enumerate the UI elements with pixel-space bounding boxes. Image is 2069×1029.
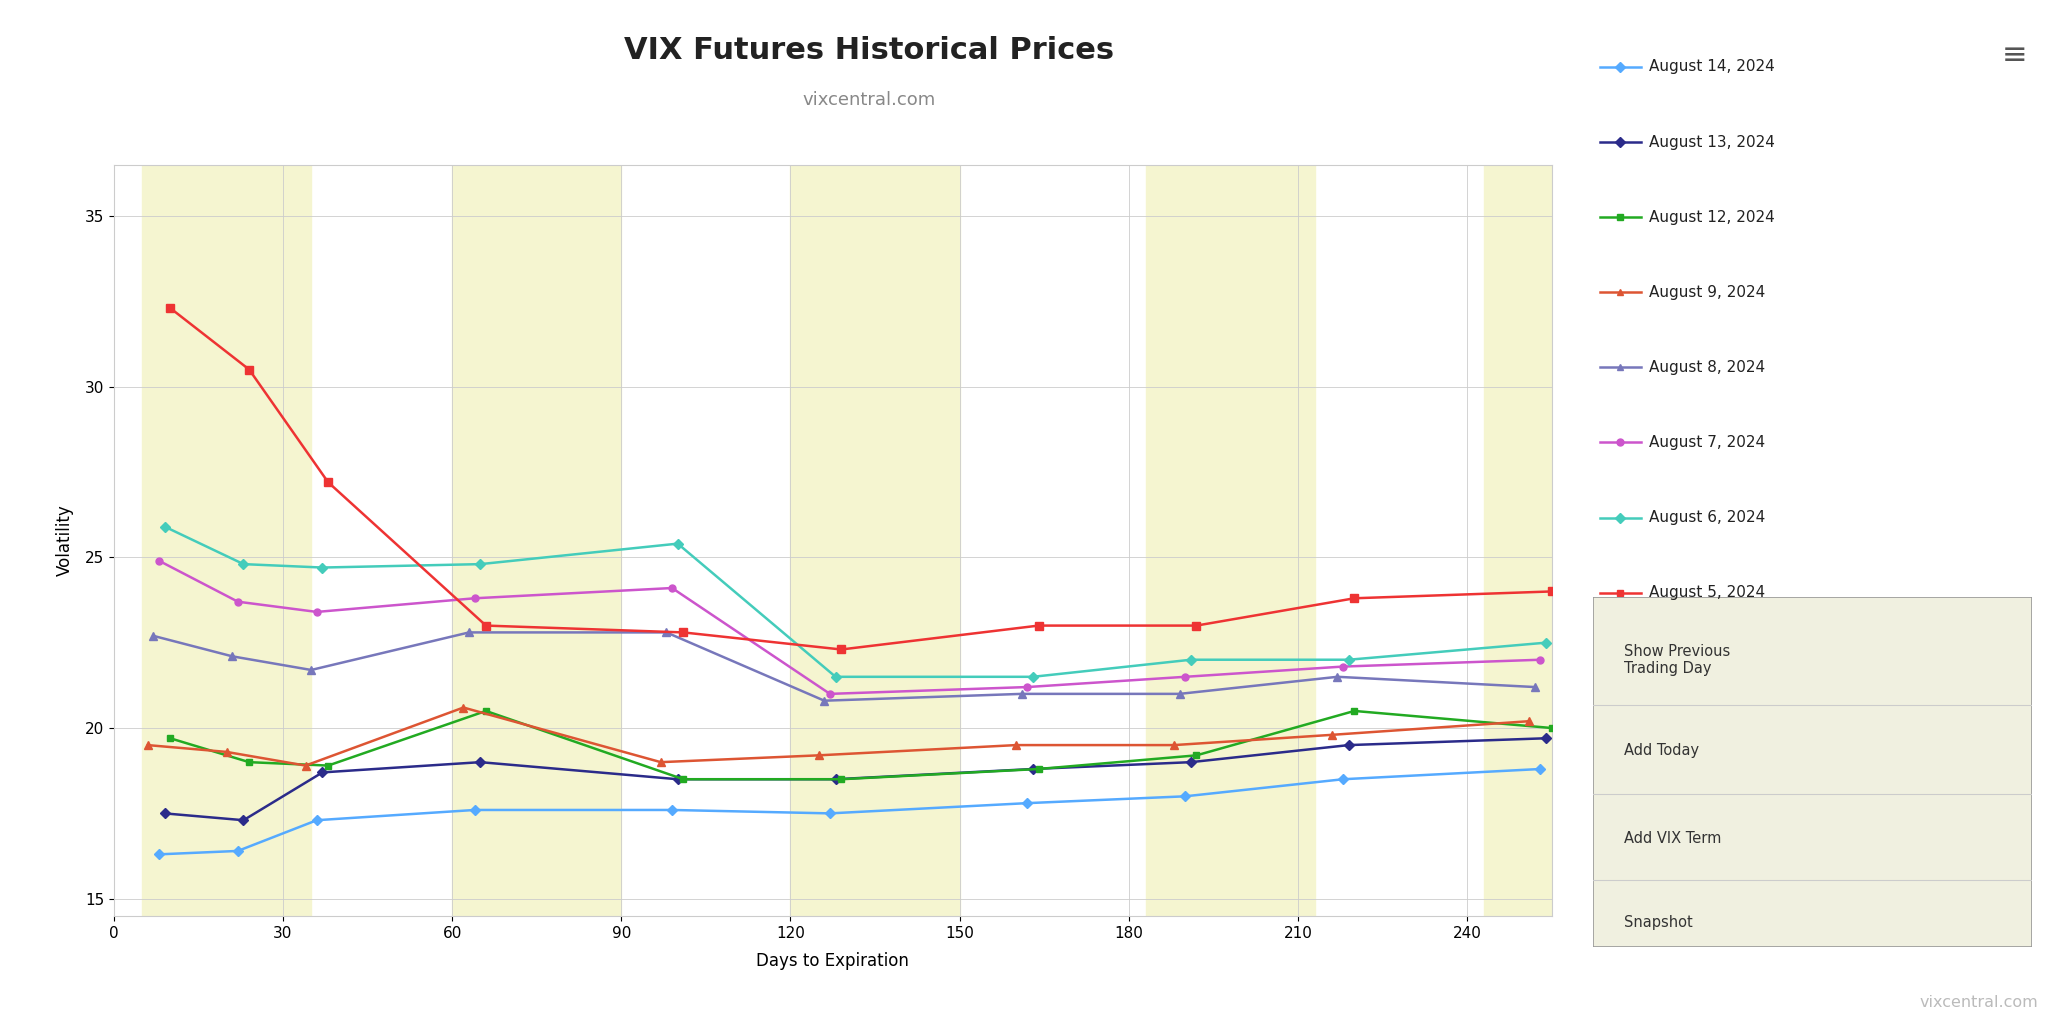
Text: August 12, 2024: August 12, 2024 <box>1649 210 1775 224</box>
Bar <box>1483 165 1552 916</box>
FancyBboxPatch shape <box>1593 597 2032 947</box>
Bar <box>143 165 310 916</box>
Text: August 8, 2024: August 8, 2024 <box>1649 360 1765 375</box>
Text: VIX Futures Historical Prices: VIX Futures Historical Prices <box>625 36 1113 65</box>
Text: August 7, 2024: August 7, 2024 <box>1649 435 1765 450</box>
Text: August 5, 2024: August 5, 2024 <box>1649 586 1765 600</box>
Bar <box>1146 165 1316 916</box>
Text: August 14, 2024: August 14, 2024 <box>1649 60 1775 74</box>
Text: Add Today: Add Today <box>1624 743 1699 758</box>
Y-axis label: Volatility: Volatility <box>56 504 74 576</box>
Bar <box>453 165 621 916</box>
Text: Show Previous
Trading Day: Show Previous Trading Day <box>1624 643 1730 676</box>
Text: August 6, 2024: August 6, 2024 <box>1649 510 1765 525</box>
Text: August 9, 2024: August 9, 2024 <box>1649 285 1765 299</box>
Text: ≡: ≡ <box>2003 41 2028 70</box>
Text: vixcentral.com: vixcentral.com <box>803 91 935 108</box>
Text: Add VIX Term: Add VIX Term <box>1624 830 1721 846</box>
Text: Snapshot: Snapshot <box>1624 915 1692 929</box>
X-axis label: Days to Expiration: Days to Expiration <box>757 952 908 969</box>
Bar <box>790 165 960 916</box>
Text: August 13, 2024: August 13, 2024 <box>1649 135 1775 149</box>
Text: vixcentral.com: vixcentral.com <box>1920 995 2038 1010</box>
